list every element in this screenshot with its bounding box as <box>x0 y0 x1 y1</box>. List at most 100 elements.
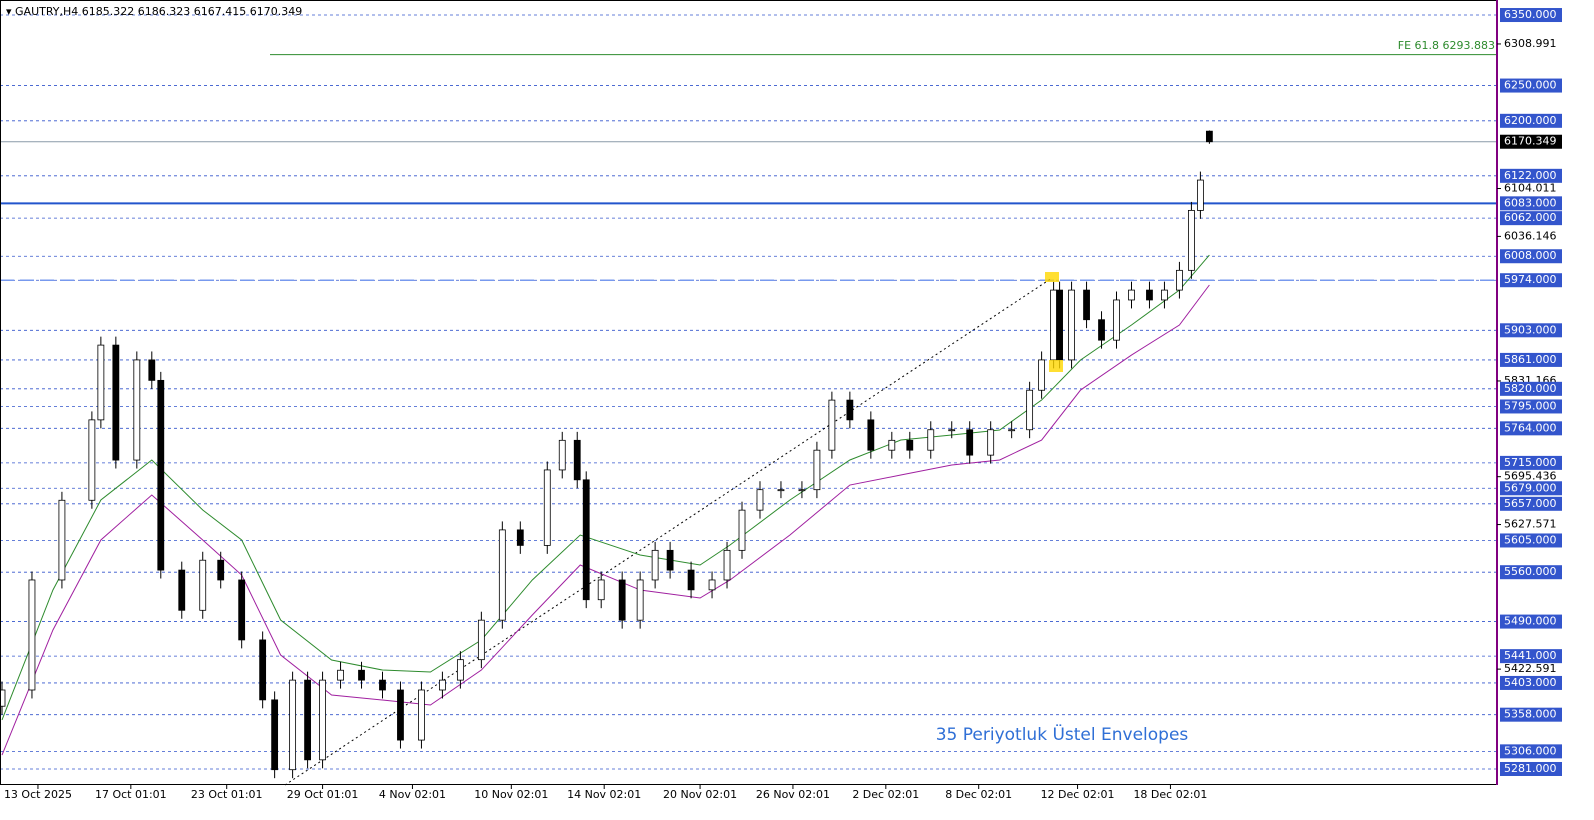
y-tick-label: 6008.000 <box>1504 249 1557 262</box>
candle-body <box>217 559 225 581</box>
candle-body <box>1068 289 1075 361</box>
candle-body <box>1146 289 1153 301</box>
candle-body <box>651 549 659 581</box>
candle-body <box>966 429 974 456</box>
y-tick-label: 6200.000 <box>1504 114 1557 127</box>
y-tick-label: 6062.000 <box>1504 211 1557 224</box>
header: ▾ GAUTRY,H4 6185.322 6186.323 6167.415 6… <box>6 5 302 18</box>
candle-body <box>157 379 165 571</box>
candle-body <box>573 439 581 481</box>
candle-body <box>58 499 66 581</box>
tick-box <box>1500 565 1562 580</box>
grid <box>0 14 1497 770</box>
candle-body <box>828 399 836 451</box>
x-tick-label: 2 Dec 02:01 <box>852 788 919 801</box>
y-tick-label: 5764.000 <box>1504 421 1557 434</box>
candle-body <box>1098 319 1105 341</box>
candle-body <box>439 679 446 691</box>
tick-box <box>1500 249 1562 264</box>
y-tick-label: 5306.000 <box>1504 744 1557 757</box>
trend-line <box>284 277 1053 786</box>
x-tick-label: 23 Oct 01:01 <box>191 788 263 801</box>
tick-box <box>1500 323 1562 338</box>
candle-body <box>738 509 746 551</box>
candle-body <box>148 359 156 381</box>
x-tick-label: 20 Nov 02:01 <box>663 788 737 801</box>
x-tick-label: 14 Nov 02:01 <box>567 788 641 801</box>
y-tick-label: 5358.000 <box>1504 708 1557 721</box>
x-tick-label: 10 Nov 02:01 <box>474 788 548 801</box>
candle-body <box>358 669 365 681</box>
tick-box <box>1500 533 1562 548</box>
y-tick-label: 6083.000 <box>1504 196 1557 209</box>
candle-body <box>1026 389 1034 431</box>
tick-box <box>1500 211 1562 226</box>
y-tick-label: 5657.000 <box>1504 497 1557 510</box>
candle-body <box>987 429 995 456</box>
symbol: GAUTRY,H4 <box>15 5 78 18</box>
candle-body <box>948 429 956 432</box>
candle-body <box>456 659 464 681</box>
envelope-line <box>1 284 1210 756</box>
x-tick-label: 18 Dec 02:01 <box>1133 788 1207 801</box>
candle-body <box>618 579 626 621</box>
tick-box <box>1500 481 1562 496</box>
y-tick-label: 6104.011 <box>1504 182 1557 195</box>
x-tick-label: 8 Dec 02:01 <box>945 788 1012 801</box>
y-tick-label: 6350.000 <box>1504 8 1557 21</box>
y-tick-label: 6250.000 <box>1504 79 1557 92</box>
candle-body <box>888 439 896 451</box>
candle-body <box>1188 209 1195 271</box>
y-tick-label: 5281.000 <box>1504 762 1557 775</box>
y-tick-label: 5441.000 <box>1504 649 1557 662</box>
ohlc-low: 6167.415 <box>194 5 247 18</box>
tick-box <box>1500 761 1562 776</box>
candle-body <box>597 579 605 601</box>
candle-body <box>259 639 267 701</box>
tick-box <box>1500 381 1562 396</box>
candle-body <box>28 579 36 691</box>
candle-body <box>97 344 105 421</box>
candle-body <box>1056 289 1063 361</box>
tick-box <box>1500 273 1562 288</box>
candle-body <box>906 439 914 451</box>
fe-label: FE 61.8 6293.883 <box>1398 39 1495 52</box>
candle-body <box>1128 289 1135 301</box>
x-tick-label: 13 Oct 2025 <box>4 788 72 801</box>
candle-body <box>477 619 485 661</box>
x-tick-label: 12 Dec 02:01 <box>1041 788 1115 801</box>
candle-body <box>418 689 425 741</box>
candle-body <box>397 689 404 741</box>
candle-body <box>558 439 566 471</box>
candle-body <box>687 569 695 591</box>
candle-body <box>178 569 186 611</box>
candle-body <box>289 679 297 771</box>
candle-body <box>708 579 716 591</box>
ohlc-open: 6185.322 <box>82 5 135 18</box>
candle-body <box>238 579 246 641</box>
y-tick-label: 5695.436 <box>1504 470 1557 483</box>
candle-body <box>1008 429 1016 432</box>
y-tick-label: 5820.000 <box>1504 382 1557 395</box>
tick-box <box>1500 352 1562 367</box>
tick-box <box>1500 8 1562 23</box>
price-box <box>1500 134 1562 149</box>
tick-box <box>1500 455 1562 470</box>
candle-body <box>319 679 326 761</box>
candle-body <box>498 529 506 621</box>
candle-body <box>777 489 785 492</box>
marker <box>1049 360 1063 372</box>
candle-body <box>756 489 764 511</box>
candle-body <box>543 469 551 546</box>
tick-box <box>1500 707 1562 722</box>
y-tick-label: 5795.000 <box>1504 399 1557 412</box>
y-tick-label: 5605.000 <box>1504 533 1557 546</box>
candle-body <box>88 419 96 501</box>
candle-body <box>1205 130 1213 143</box>
tick-box <box>1500 649 1562 664</box>
x-tick-label: 26 Nov 02:01 <box>756 788 830 801</box>
candle-body <box>337 669 344 681</box>
x-tick-label: 17 Oct 01:01 <box>95 788 167 801</box>
candle-body <box>271 699 279 771</box>
